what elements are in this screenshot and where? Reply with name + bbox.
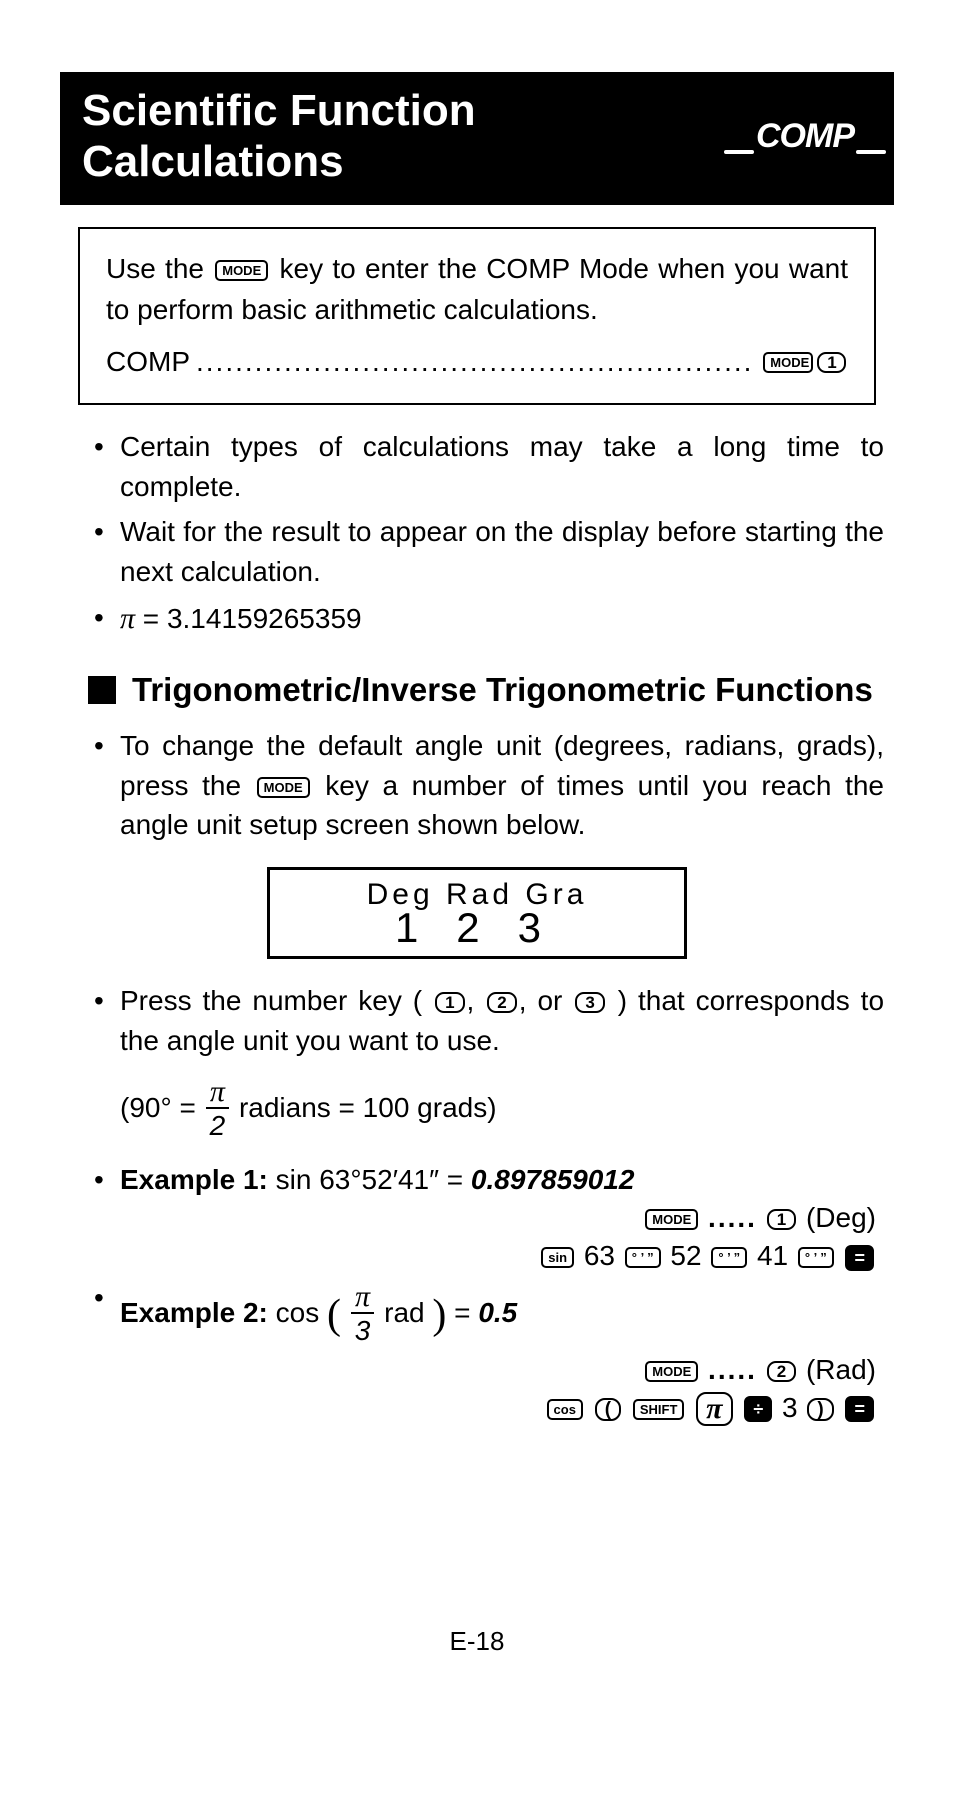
ex2-seq1: MODE ..... 2 (Rad): [60, 1354, 876, 1386]
press-list: Press the number key ( 1, 2, or 3 ) that…: [60, 981, 894, 1061]
two-key: 2: [767, 1361, 796, 1382]
ex1-result: 0.897859012: [471, 1164, 635, 1195]
three: 3: [782, 1392, 798, 1423]
three-key: 3: [575, 992, 604, 1013]
title-line1: Scientific Function: [82, 86, 476, 135]
frac-num: π: [351, 1282, 375, 1314]
one-key: 1: [767, 1209, 796, 1230]
note-item: Certain types of calculations may take a…: [94, 427, 884, 507]
eq: =: [454, 1297, 478, 1328]
ex1-seq1: MODE ..... 1 (Deg): [60, 1202, 876, 1234]
pi-key: π: [696, 1392, 732, 1426]
comp-mode-line: COMP ...................................…: [106, 342, 848, 383]
frac-den: 2: [206, 1109, 230, 1143]
note-item: Wait for the result to appear on the dis…: [94, 512, 884, 592]
angle-conversion: (90° = π 2 radians = 100 grads): [120, 1077, 894, 1143]
deg-label: (Deg): [806, 1202, 876, 1233]
mode-key: MODE: [215, 260, 268, 281]
mode-key: MODE: [645, 1209, 698, 1230]
pi-value: = 3.14159265359: [135, 603, 362, 634]
info-box: Use the MODE key to enter the COMP Mode …: [78, 227, 876, 405]
one-key: 1: [435, 992, 464, 1013]
rad-text: rad: [384, 1297, 424, 1328]
equals-key: =: [845, 1396, 874, 1422]
one-key: 1: [817, 352, 846, 373]
frac-den: 3: [351, 1314, 375, 1348]
info-text-before: Use the: [106, 253, 213, 284]
conv-open: (90° =: [120, 1092, 204, 1123]
pi-over-3: π 3: [351, 1282, 375, 1348]
comp-badge: COMP: [738, 117, 872, 156]
example-2: Example 2: cos ( π 3 rad ) = 0.5: [94, 1282, 894, 1348]
trig-note: To change the default angle unit (degree…: [94, 726, 884, 845]
note-item: π = 3.14159265359: [94, 598, 884, 641]
dms-key: ° ’ ”: [798, 1247, 834, 1268]
n1: 63: [584, 1240, 615, 1271]
lparen-key: (: [595, 1398, 621, 1421]
dots: .....: [708, 1202, 757, 1233]
lparen: (: [327, 1292, 341, 1338]
dot-leader: ........................................…: [196, 342, 755, 383]
ex2-label: Example 2:: [120, 1297, 268, 1328]
comp-label: COMP: [106, 342, 190, 383]
trig-notes: To change the default angle unit (degree…: [60, 726, 894, 845]
rparen: ): [432, 1292, 446, 1338]
notes-list: Certain types of calculations may take a…: [60, 427, 894, 641]
pi-over-2: π 2: [206, 1077, 230, 1143]
two-key: 2: [487, 992, 516, 1013]
press-note: Press the number key ( 1, 2, or 3 ) that…: [94, 981, 884, 1061]
section-header: Scientific Function Calculations COMP: [60, 72, 894, 205]
ex2-result: 0.5: [478, 1297, 517, 1328]
cos-key: cos: [547, 1399, 583, 1420]
ex1-expr: sin 63°52′41″ =: [276, 1164, 471, 1195]
mode-key: MODE: [645, 1361, 698, 1382]
dots: .....: [708, 1354, 757, 1385]
n2: 52: [670, 1240, 701, 1271]
ex1-seq2: sin 63 ° ’ ” 52 ° ’ ” 41 ° ’ ” =: [60, 1240, 876, 1272]
page-number: E-18: [60, 1626, 894, 1657]
rparen-key: ): [807, 1398, 833, 1421]
ex2-seq2: cos ( SHIFT π ÷ 3 ) =: [60, 1392, 876, 1427]
info-text: Use the MODE key to enter the COMP Mode …: [106, 249, 848, 330]
trig-heading: Trigonometric/Inverse Trigonometric Func…: [88, 669, 894, 710]
dms-key: ° ’ ”: [711, 1247, 747, 1268]
frac-num: π: [206, 1077, 230, 1109]
shift-key: SHIFT: [633, 1399, 685, 1420]
n3: 41: [757, 1240, 788, 1271]
mode-key: MODE: [763, 352, 813, 373]
ex2-cos: cos: [276, 1297, 327, 1328]
example-1: Example 1: sin 63°52′41″ = 0.897859012: [94, 1164, 894, 1196]
rad-label: (Rad): [806, 1354, 876, 1385]
header-title: Scientific Function Calculations: [82, 86, 476, 187]
press-before: Press the number key (: [120, 985, 433, 1016]
lcd-display: Deg Rad Gra 123: [267, 867, 687, 959]
lcd-row2: 123: [288, 904, 666, 952]
ex1-label: Example 1:: [120, 1164, 268, 1195]
title-line2: Calculations: [82, 137, 344, 186]
mode-key: MODE: [257, 777, 310, 798]
or-text: , or: [519, 985, 574, 1016]
sin-key: sin: [541, 1247, 574, 1268]
pi-symbol: π: [120, 602, 135, 635]
equals-key: =: [845, 1245, 874, 1271]
conv-close: radians = 100 grads): [239, 1092, 497, 1123]
comma: ,: [467, 985, 486, 1016]
divide-key: ÷: [744, 1396, 772, 1422]
dms-key: ° ’ ”: [625, 1247, 661, 1268]
